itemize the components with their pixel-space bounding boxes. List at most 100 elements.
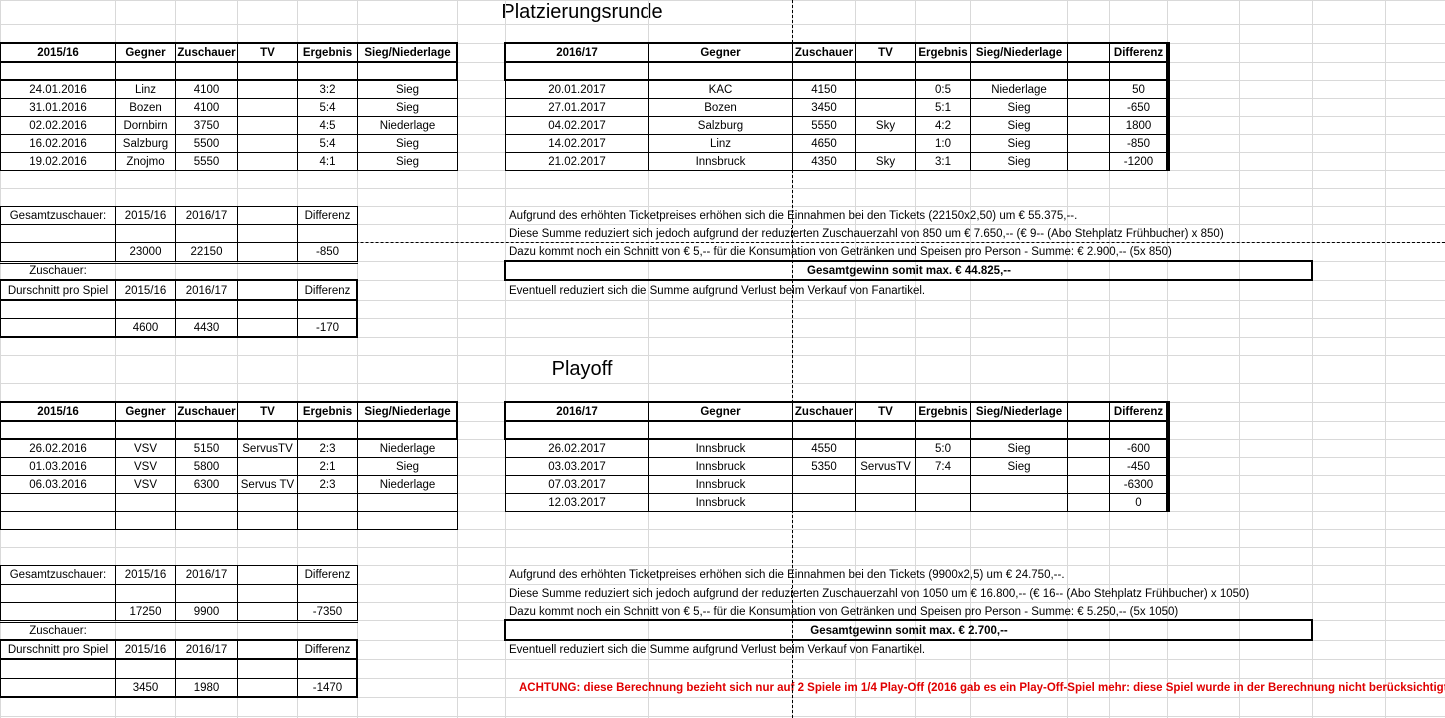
summary-header[interactable] bbox=[237, 206, 298, 225]
summary-cell[interactable] bbox=[0, 300, 116, 319]
table-cell[interactable]: 0 bbox=[1109, 493, 1168, 512]
table-cell[interactable] bbox=[0, 421, 116, 440]
column-header[interactable]: Differenz bbox=[1109, 402, 1168, 422]
summary-cell[interactable] bbox=[237, 659, 298, 679]
table-cell[interactable]: Niederlage bbox=[357, 475, 458, 494]
table-cell[interactable]: KAC bbox=[648, 80, 793, 99]
summary-cell[interactable] bbox=[0, 602, 116, 621]
table-cell[interactable]: 2:1 bbox=[297, 457, 358, 476]
summary-cell[interactable]: -170 bbox=[297, 318, 358, 338]
table-cell[interactable] bbox=[505, 62, 649, 81]
table-cell[interactable] bbox=[915, 62, 971, 81]
table-cell[interactable]: 06.03.2016 bbox=[0, 475, 116, 494]
table-cell[interactable]: 07.03.2017 bbox=[505, 475, 649, 494]
column-header[interactable]: Ergebnis bbox=[915, 402, 971, 422]
table-cell[interactable] bbox=[115, 421, 176, 440]
table-cell[interactable]: VSV bbox=[115, 457, 176, 476]
table-cell[interactable] bbox=[0, 511, 116, 530]
note-text[interactable]: Aufgrund des erhöhten Ticketpreises erhö… bbox=[509, 209, 1078, 222]
table-cell[interactable]: 01.03.2016 bbox=[0, 457, 116, 476]
summary-cell[interactable] bbox=[237, 242, 298, 262]
column-header[interactable]: Ergebnis bbox=[915, 43, 971, 63]
table-cell[interactable] bbox=[357, 421, 458, 440]
table-cell[interactable] bbox=[297, 62, 358, 81]
table-cell[interactable]: 5:4 bbox=[297, 98, 358, 117]
table-cell[interactable] bbox=[115, 511, 176, 530]
table-cell[interactable] bbox=[792, 493, 856, 512]
table-cell[interactable] bbox=[970, 421, 1068, 440]
note-text[interactable]: Dazu kommt noch ein Schnitt von € 5,-- f… bbox=[509, 246, 1172, 258]
summary-cell[interactable] bbox=[237, 584, 298, 603]
summary-cell[interactable] bbox=[297, 659, 358, 679]
table-cell[interactable] bbox=[1067, 475, 1110, 494]
table-cell[interactable]: 5800 bbox=[175, 457, 238, 476]
table-cell[interactable] bbox=[0, 493, 116, 512]
summary-cell[interactable]: -1470 bbox=[297, 678, 358, 698]
table-cell[interactable]: 21.02.2017 bbox=[505, 152, 649, 171]
column-header[interactable]: Gegner bbox=[648, 402, 793, 422]
table-cell[interactable]: Sieg bbox=[357, 457, 458, 476]
column-header[interactable]: Zuschauer bbox=[792, 43, 856, 63]
table-cell[interactable] bbox=[792, 62, 856, 81]
column-header[interactable]: Ergebnis bbox=[297, 43, 358, 63]
table-cell[interactable] bbox=[175, 421, 238, 440]
table-cell[interactable]: Sky bbox=[855, 152, 916, 171]
note-text[interactable]: Diese Summe reduziert sich jedoch aufgru… bbox=[509, 587, 1250, 600]
gesamtgewinn-total[interactable]: Gesamtgewinn somit max. € 2.700,-- bbox=[810, 624, 1008, 637]
table-cell[interactable]: Innsbruck bbox=[648, 439, 793, 458]
table-cell[interactable]: 20.01.2017 bbox=[505, 80, 649, 99]
summary-cell[interactable] bbox=[175, 300, 238, 319]
column-header[interactable]: TV bbox=[237, 402, 298, 422]
column-header[interactable]: Zuschauer bbox=[175, 402, 238, 422]
table-cell[interactable]: 24.01.2016 bbox=[0, 80, 116, 99]
table-cell[interactable]: -850 bbox=[1109, 134, 1168, 153]
summary-header[interactable]: 2015/16 bbox=[115, 280, 176, 301]
table-cell[interactable]: Linz bbox=[115, 80, 176, 99]
note-text[interactable]: Diese Summe reduziert sich jedoch aufgru… bbox=[509, 227, 1224, 240]
table-cell[interactable]: 5:1 bbox=[915, 98, 971, 117]
table-cell[interactable]: 02.02.2016 bbox=[0, 116, 116, 135]
summary-cell[interactable] bbox=[175, 224, 238, 243]
table-cell[interactable]: 5:4 bbox=[297, 134, 358, 153]
table-cell[interactable]: 5550 bbox=[792, 116, 856, 135]
table-cell[interactable] bbox=[297, 421, 358, 440]
table-cell[interactable] bbox=[175, 493, 238, 512]
column-header[interactable]: Sieg/Niederlage bbox=[970, 43, 1068, 63]
summary-header[interactable]: 2015/16 bbox=[115, 206, 176, 225]
summary-cell[interactable]: -850 bbox=[297, 242, 358, 262]
summary-header[interactable]: 2016/17 bbox=[175, 280, 238, 301]
table-cell[interactable]: Sieg bbox=[970, 457, 1068, 476]
summary-header[interactable]: Gesamtzuschauer: bbox=[0, 565, 116, 585]
table-cell[interactable]: Niederlage bbox=[357, 439, 458, 458]
table-cell[interactable]: 6300 bbox=[175, 475, 238, 494]
table-cell[interactable] bbox=[855, 421, 916, 440]
table-cell[interactable] bbox=[855, 80, 916, 99]
table-cell[interactable] bbox=[175, 511, 238, 530]
table-cell[interactable]: 26.02.2017 bbox=[505, 439, 649, 458]
table-cell[interactable] bbox=[970, 475, 1068, 494]
summary-cell[interactable] bbox=[237, 678, 298, 698]
summary-cell[interactable]: 22150 bbox=[175, 242, 238, 262]
summary-cell[interactable] bbox=[115, 224, 176, 243]
summary-cell[interactable] bbox=[115, 584, 176, 603]
table-cell[interactable]: 3:2 bbox=[297, 80, 358, 99]
note-text[interactable]: Eventuell reduziert sich die Summe aufgr… bbox=[509, 284, 926, 297]
column-header[interactable]: Sieg/Niederlage bbox=[357, 43, 458, 63]
table-cell[interactable]: 4:1 bbox=[297, 152, 358, 171]
table-cell[interactable] bbox=[1067, 134, 1110, 153]
table-cell[interactable] bbox=[855, 62, 916, 81]
table-cell[interactable]: ServusTV bbox=[237, 439, 298, 458]
table-cell[interactable] bbox=[175, 62, 238, 81]
table-cell[interactable]: -1200 bbox=[1109, 152, 1168, 171]
warning-text[interactable]: ACHTUNG: diese Berechnung bezieht sich n… bbox=[519, 682, 1445, 694]
table-cell[interactable] bbox=[792, 475, 856, 494]
table-cell[interactable] bbox=[237, 80, 298, 99]
column-header[interactable]: Gegner bbox=[115, 402, 176, 422]
summary-header[interactable]: Differenz bbox=[297, 280, 358, 301]
table-cell[interactable] bbox=[855, 493, 916, 512]
summary-label[interactable]: Zuschauer: bbox=[29, 624, 87, 637]
table-cell[interactable]: -650 bbox=[1109, 98, 1168, 117]
column-header[interactable]: Zuschauer bbox=[175, 43, 238, 63]
table-cell[interactable]: VSV bbox=[115, 475, 176, 494]
